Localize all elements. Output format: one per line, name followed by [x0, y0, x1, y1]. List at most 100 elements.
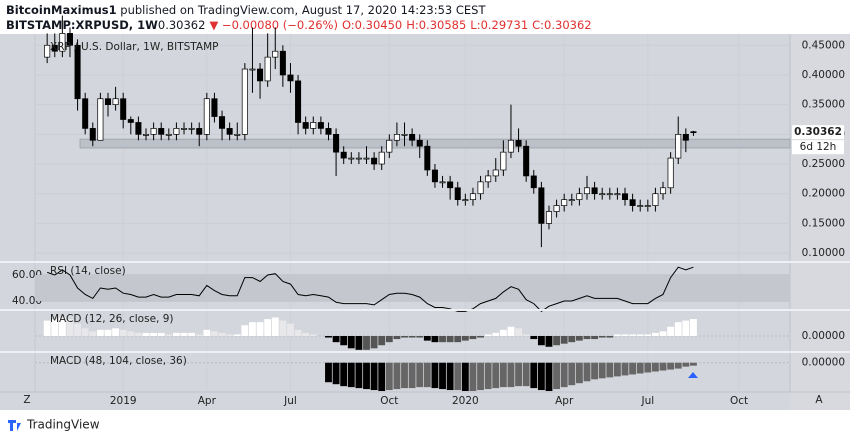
- histogram-bar: [393, 362, 401, 390]
- histogram-bar: [682, 320, 690, 336]
- y-tick-label: 40.00: [12, 295, 42, 307]
- candle-body: [287, 74, 294, 82]
- panel-title: MACD (12, 26, close, 9): [50, 313, 173, 325]
- histogram-bar: [560, 362, 568, 388]
- candle-body: [439, 181, 446, 184]
- histogram-bar: [340, 336, 348, 346]
- candle-body: [416, 139, 423, 147]
- histogram-bar: [652, 332, 659, 336]
- candle-body: [462, 199, 469, 202]
- price-axis-background: [790, 34, 850, 410]
- candle-body: [203, 98, 210, 135]
- histogram-bar: [598, 362, 606, 379]
- histogram-bar: [545, 336, 553, 347]
- histogram-bar: [416, 362, 424, 388]
- candle-body: [325, 128, 332, 135]
- histogram-bar: [568, 362, 576, 386]
- x-tick-label: 2019: [110, 395, 137, 407]
- published: published on TradingView.com, August 17,…: [120, 3, 486, 17]
- candle-body: [576, 193, 583, 201]
- histogram-bar: [96, 329, 104, 336]
- candle-body: [523, 145, 530, 177]
- histogram-bar: [522, 362, 530, 387]
- high: H:0.30585: [406, 18, 467, 32]
- quote-line: BITSTAMP:XRPUSD, 1W0.30362 ▼ −0.00080 (−0…: [6, 18, 596, 32]
- candle-body: [188, 128, 195, 130]
- histogram-bar: [446, 336, 454, 343]
- candle-body: [485, 175, 492, 183]
- x-tick-label: Oct: [730, 395, 748, 407]
- histogram-bar: [492, 362, 500, 389]
- histogram-bar: [621, 362, 629, 376]
- candle-body: [386, 139, 393, 153]
- candle-body: [538, 187, 545, 224]
- histogram-bar: [492, 332, 500, 336]
- histogram-bar: [545, 362, 553, 392]
- histogram-bar: [652, 362, 659, 372]
- histogram-bar: [667, 362, 675, 370]
- histogram-bar: [211, 331, 218, 336]
- auto-button[interactable]: A: [815, 394, 823, 406]
- candle-body: [181, 128, 188, 130]
- candle-body: [629, 199, 636, 206]
- histogram-bar: [332, 362, 340, 385]
- last: 0.30362: [157, 18, 206, 32]
- histogram-bar: [537, 362, 545, 391]
- chart-background: [0, 34, 850, 410]
- histogram-bar: [484, 334, 492, 336]
- candle-body: [553, 205, 560, 212]
- candle-body: [606, 193, 613, 196]
- x-tick-label: Apr: [198, 395, 217, 407]
- histogram-bar: [325, 336, 332, 338]
- histogram-bar: [659, 331, 667, 336]
- candle-body: [340, 151, 347, 159]
- histogram-bar: [690, 319, 697, 336]
- histogram-bar: [629, 334, 637, 336]
- author: BitcoinMaximus1: [6, 3, 117, 17]
- candle-body: [333, 133, 340, 153]
- histogram-bar: [378, 362, 386, 392]
- candle-body: [568, 199, 575, 202]
- zoom-button[interactable]: Z: [23, 394, 30, 406]
- histogram-bar: [256, 322, 264, 336]
- candle-body: [454, 187, 461, 201]
- brand: TradingView: [26, 418, 100, 432]
- histogram-bar: [636, 362, 644, 374]
- candle-body: [652, 193, 659, 206]
- histogram-bar: [355, 362, 363, 389]
- logo: [8, 420, 21, 431]
- histogram-bar: [233, 334, 241, 336]
- open: O:0.30450: [341, 18, 403, 32]
- histogram-bar: [180, 332, 188, 336]
- histogram-bar: [575, 336, 583, 341]
- countdown-box: [792, 140, 844, 155]
- y-tick-label: 0.40000: [802, 69, 845, 81]
- panel-title: XRP / U.S. Dollar, 1W, BITSTAMP: [50, 41, 218, 53]
- candle-body: [583, 187, 591, 195]
- histogram-bar: [439, 362, 446, 390]
- candle-body: [599, 193, 606, 196]
- histogram-bar: [150, 332, 158, 336]
- histogram-bar: [385, 336, 393, 343]
- histogram-bar: [294, 329, 302, 336]
- histogram-bar: [583, 336, 591, 340]
- histogram-bar: [74, 323, 81, 336]
- candle-body: [477, 181, 484, 195]
- histogram-bar: [264, 319, 272, 336]
- candle-body: [530, 175, 537, 189]
- candle-body: [120, 98, 127, 120]
- histogram-bar: [530, 362, 538, 389]
- histogram-bar: [644, 362, 652, 373]
- histogram-bar: [439, 336, 446, 343]
- histogram-bar: [302, 332, 310, 336]
- candle-body: [158, 128, 165, 135]
- candle-body: [142, 133, 150, 136]
- candle-body: [165, 133, 172, 136]
- candle-body: [667, 157, 674, 189]
- histogram-bar: [591, 362, 599, 380]
- histogram-bar: [613, 334, 621, 336]
- x-tick-label: Jul: [640, 395, 654, 407]
- candle-body: [44, 44, 51, 58]
- candle-body: [51, 44, 58, 52]
